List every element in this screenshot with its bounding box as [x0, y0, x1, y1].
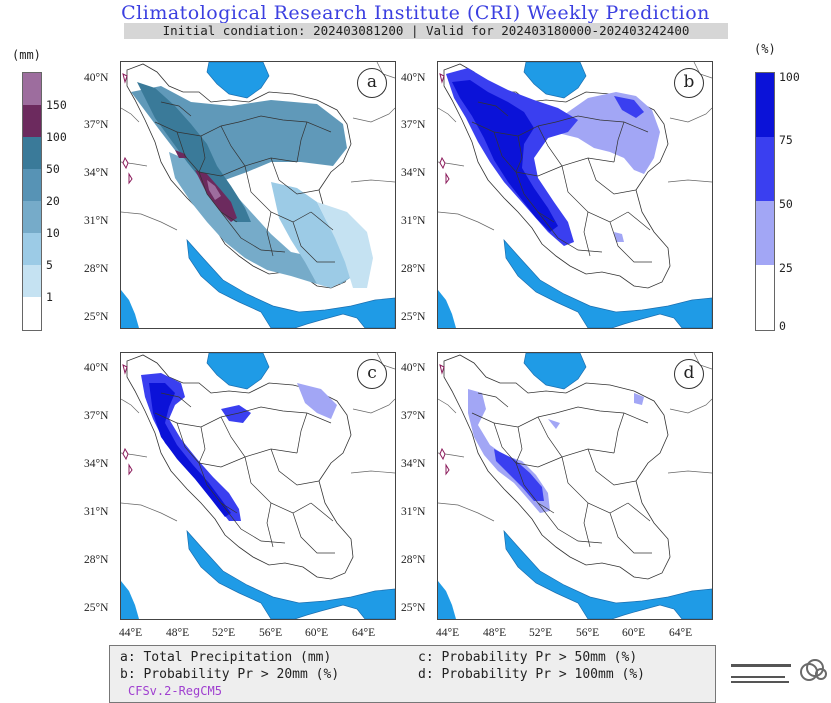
panel-letter-a: a [357, 68, 387, 98]
lat-label: 25°N [84, 311, 109, 323]
precip-color-100-150 [23, 105, 41, 137]
lon-label: 48°E [483, 627, 507, 639]
lat-label: 34°N [84, 458, 109, 470]
lon-label: 48°E [166, 627, 190, 639]
lat-label: 37°N [401, 119, 426, 131]
lat-label: 25°N [84, 602, 109, 614]
precip-tick: 10 [46, 226, 60, 240]
lon-label: 60°E [622, 627, 646, 639]
legend-entry-d: d: Probability Pr > 100mm (%) [418, 667, 645, 682]
lat-label: 40°N [84, 72, 109, 84]
lat-label: 40°N [401, 72, 426, 84]
panel-letter-c: c [357, 359, 387, 389]
lat-label: 37°N [401, 410, 426, 422]
lat-label: 28°N [84, 554, 109, 566]
lat-label: 31°N [401, 506, 426, 518]
lat-label: 40°N [401, 362, 426, 374]
prob-tick: 100 [779, 70, 800, 84]
lon-label: 56°E [259, 627, 283, 639]
lon-label: 60°E [305, 627, 329, 639]
precip-tick: 100 [46, 130, 67, 144]
lat-label: 28°N [401, 263, 426, 275]
prob-tick: 50 [779, 197, 793, 211]
panel-letter-b: b [674, 68, 704, 98]
model-label: CFSv.2-RegCM5 [128, 684, 222, 698]
precip-tick: 20 [46, 194, 60, 208]
prob-tick: 75 [779, 133, 793, 147]
precip-color-10-20 [23, 201, 41, 233]
lat-label: 25°N [401, 311, 426, 323]
lon-label: 64°E [352, 627, 376, 639]
lon-label: 44°E [119, 627, 143, 639]
probability-unit-label: (%) [754, 42, 776, 56]
lat-label: 34°N [401, 167, 426, 179]
precip-color-20-50 [23, 169, 41, 201]
precip-unit-label: (mm) [12, 48, 41, 62]
precip-color-5-10 [23, 233, 41, 265]
lat-label: 31°N [401, 215, 426, 227]
precip-color-0-1 [23, 297, 41, 330]
map-subtitle: Initial condiation: 202403081200 | Valid… [124, 23, 728, 39]
precip-tick: 50 [46, 162, 60, 176]
legend-entry-c: c: Probability Pr > 50mm (%) [418, 650, 638, 665]
institute-logo [729, 656, 829, 698]
lat-label: 31°N [84, 215, 109, 227]
map-panel-c: c [120, 352, 396, 620]
precip-color-1-5 [23, 265, 41, 297]
lat-label: 37°N [84, 410, 109, 422]
precip-tick: 1 [46, 290, 53, 304]
precip-color-50-100 [23, 137, 41, 169]
prob-color-0-25 [756, 265, 774, 330]
lat-label: 28°N [84, 263, 109, 275]
lon-label: 56°E [576, 627, 600, 639]
panel-legend: a: Total Precipitation (mm) b: Probabili… [109, 645, 716, 703]
prob-color-75-100 [756, 73, 774, 137]
lon-label: 52°E [529, 627, 553, 639]
lon-label: 52°E [212, 627, 236, 639]
precip-tick: 150 [46, 98, 67, 112]
lat-label: 31°N [84, 506, 109, 518]
lat-label: 28°N [401, 554, 426, 566]
prob-tick: 0 [779, 319, 786, 333]
precip-tick: 5 [46, 258, 53, 272]
prob-color-50-75 [756, 137, 774, 201]
lat-label: 40°N [84, 362, 109, 374]
lat-label: 34°N [401, 458, 426, 470]
lat-label: 34°N [84, 167, 109, 179]
lon-label: 64°E [669, 627, 693, 639]
panel-letter-d: d [674, 359, 704, 389]
precip-color-150plus [23, 73, 41, 105]
prob-tick: 25 [779, 261, 793, 275]
map-title: Climatological Research Institute (CRI) … [121, 2, 710, 24]
map-panel-a: a [120, 61, 396, 329]
lon-label: 44°E [436, 627, 460, 639]
legend-entry-a: a: Total Precipitation (mm) [120, 650, 332, 665]
map-panel-b: b [437, 61, 713, 329]
prob-color-25-50 [756, 201, 774, 265]
legend-entry-b: b: Probability Pr > 20mm (%) [120, 667, 340, 682]
lat-label: 25°N [401, 602, 426, 614]
lat-label: 37°N [84, 119, 109, 131]
map-panel-d: d [437, 352, 713, 620]
